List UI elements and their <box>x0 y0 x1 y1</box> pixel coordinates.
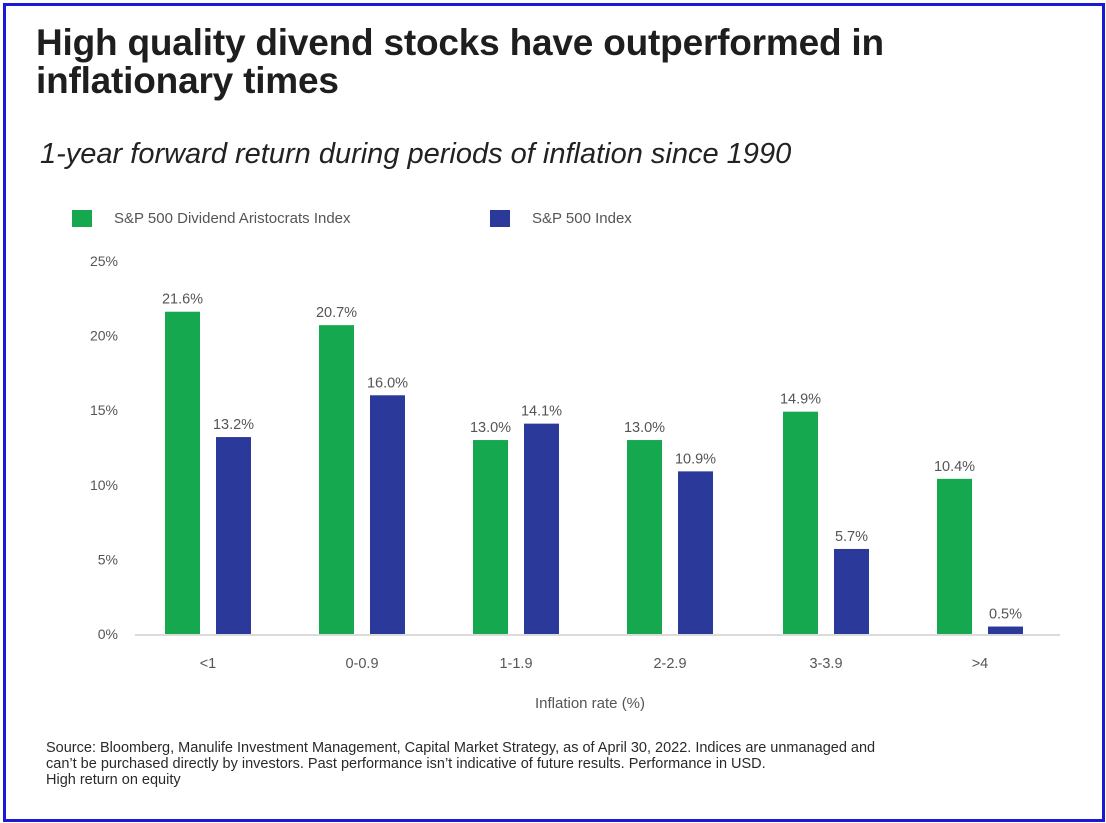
bar-aristocrats-0 <box>165 311 200 634</box>
x-tick-label: 0-0.9 <box>345 656 378 672</box>
legend-item-sp500: S&P 500 Index <box>490 210 632 227</box>
x-axis-label: Inflation rate (%) <box>535 695 645 712</box>
x-tick-label: <1 <box>200 656 217 672</box>
data-label: 10.9% <box>675 451 716 467</box>
y-tick-label: 25% <box>90 253 118 269</box>
y-axis: 0% 5% 10% 15% 20% 25% <box>90 253 118 642</box>
y-tick-label: 5% <box>98 551 118 567</box>
data-label: 14.9% <box>780 392 821 408</box>
bar-aristocrats-5 <box>937 478 972 634</box>
data-label: 13.0% <box>624 420 665 436</box>
source-line-2: can’t be purchased directly by investors… <box>46 756 766 772</box>
bar-aristocrats-3 <box>627 440 662 634</box>
data-label: 14.1% <box>521 404 562 420</box>
legend-item-aristocrats: S&P 500 Dividend Aristocrats Index <box>72 210 351 227</box>
source-note: Source: Bloomberg, Manulife Investment M… <box>46 740 1086 788</box>
bar-aristocrats-2 <box>473 440 508 634</box>
y-tick-label: 0% <box>98 626 118 642</box>
bar-sp500-2 <box>524 423 559 634</box>
source-line-1: Source: Bloomberg, Manulife Investment M… <box>46 740 876 756</box>
legend-label-sp500: S&P 500 Index <box>532 210 632 227</box>
x-tick-label: 3-3.9 <box>809 656 842 672</box>
chart-title: High quality divend stocks have outperfo… <box>36 22 884 101</box>
data-label: 13.0% <box>470 420 511 436</box>
data-label: 20.7% <box>316 305 357 321</box>
legend-swatch-green <box>72 210 92 227</box>
y-tick-label: 10% <box>90 477 118 493</box>
data-label: 10.4% <box>934 459 975 475</box>
x-tick-label: >4 <box>972 656 989 672</box>
source-line-3: High return on equity <box>46 772 181 788</box>
bar-sp500-0 <box>216 437 251 634</box>
data-label: 0.5% <box>989 607 1022 623</box>
bar-sp500-5 <box>988 626 1023 634</box>
y-tick-label: 20% <box>90 328 118 344</box>
x-tick-label: 2-2.9 <box>653 656 686 672</box>
data-label: 13.2% <box>213 417 254 433</box>
chart-subtitle: 1-year forward return during periods of … <box>40 138 792 170</box>
x-tick-label: 1-1.9 <box>499 656 532 672</box>
data-label: 21.6% <box>162 292 203 308</box>
y-tick-label: 15% <box>90 402 118 418</box>
bar-aristocrats-4 <box>783 411 818 634</box>
x-axis: <1 0-0.9 1-1.9 2-2.9 3-3.9 >4 <box>200 656 989 672</box>
data-label: 5.7% <box>835 529 868 545</box>
bar-sp500-4 <box>834 548 869 634</box>
legend-label-aristocrats: S&P 500 Dividend Aristocrats Index <box>114 210 351 227</box>
bar-aristocrats-1 <box>319 325 354 634</box>
data-label: 16.0% <box>367 375 408 391</box>
legend-swatch-blue <box>490 210 510 227</box>
bars: 21.6% 13.2% 20.7% 16.0% 13.0% 14.1% 13.0% 10.9%… <box>162 292 1023 634</box>
bar-sp500-3 <box>678 471 713 634</box>
bar-sp500-1 <box>370 395 405 634</box>
